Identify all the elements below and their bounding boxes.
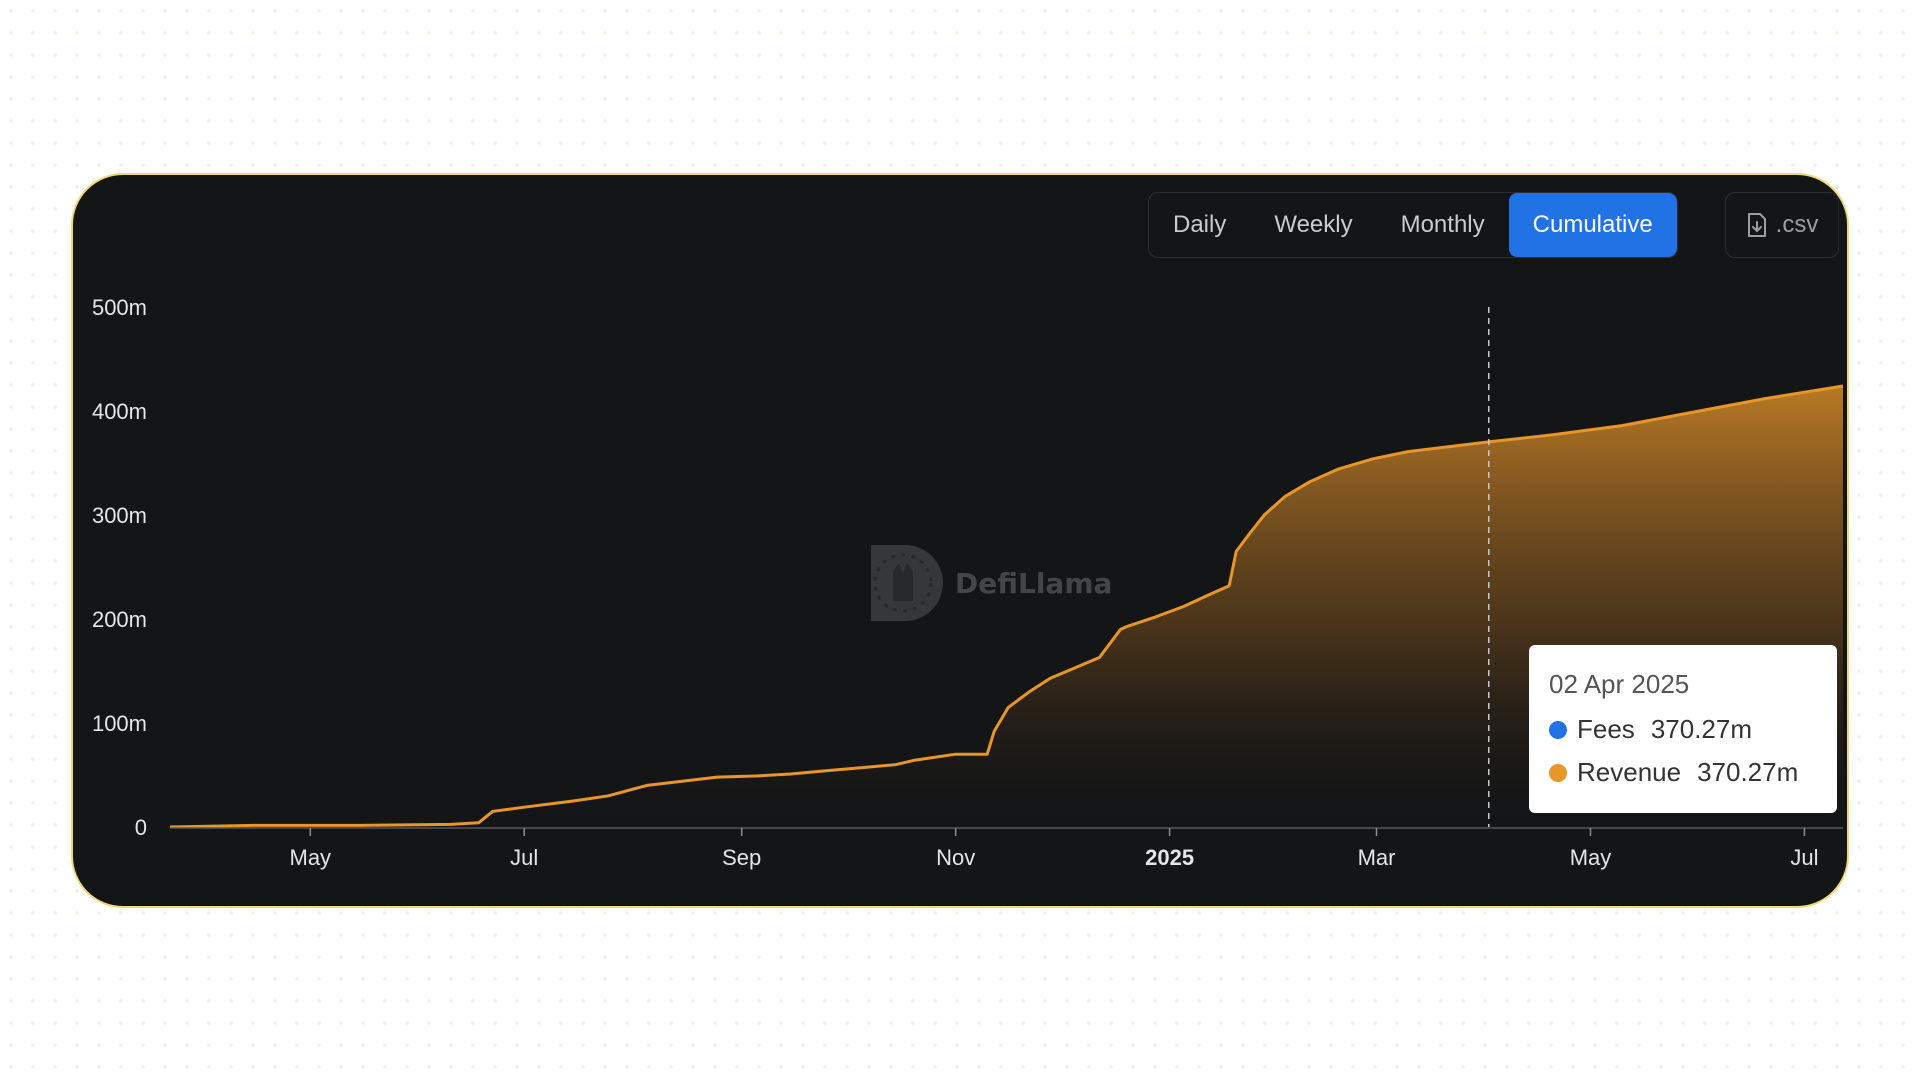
toggle-cumulative[interactable]: Cumulative [1508, 193, 1677, 257]
view-toggle-group: Daily Weekly Monthly Cumulative [1148, 192, 1678, 258]
revenue-area [170, 386, 1843, 827]
x-tick-label: May [290, 845, 332, 870]
chart-card: DefiLlama 0 100m 200m 300m 400m 500m May Jul Se… [71, 173, 1849, 908]
y-tick-label: 200m [92, 607, 147, 632]
y-tick-label: 500m [92, 295, 147, 320]
x-tick-label: Mar [1358, 845, 1396, 870]
tooltip-date: 02 Apr 2025 [1549, 669, 1690, 699]
watermark-text: DefiLlama [955, 567, 1112, 600]
y-tick-label: 100m [92, 711, 147, 736]
toggle-weekly[interactable]: Weekly [1274, 211, 1353, 238]
y-tick-label: 300m [92, 503, 147, 528]
tooltip-label: Fees [1577, 714, 1635, 744]
x-tick-label: Jul [510, 845, 538, 870]
revenue-legend-dot [1549, 763, 1567, 782]
revenue-line [169, 384, 1844, 829]
csv-download-button[interactable]: .csv [1725, 192, 1839, 258]
x-tick-label: 2025 [1145, 845, 1194, 870]
tooltip-value: 370.27m [1697, 757, 1799, 787]
fees-legend-dot [1549, 720, 1567, 739]
x-tick-label: Jul [1790, 845, 1818, 870]
plot-area [169, 307, 1844, 829]
y-tick-label: 400m [92, 399, 147, 424]
x-tick-label: Sep [722, 845, 761, 870]
y-tick-label: 0 [135, 815, 147, 840]
toggle-monthly[interactable]: Monthly [1400, 211, 1485, 238]
tooltip-row-fees: Fees 370.27m [1549, 714, 1837, 745]
x-tick-label: Nov [936, 845, 975, 870]
tooltip-label: Revenue [1577, 757, 1682, 787]
toggle-daily[interactable]: Daily [1173, 211, 1227, 238]
chart-tooltip: 02 Apr 2025 Fees 370.27m Revenue 370.27m [1529, 645, 1837, 813]
defillama-watermark: DefiLlama [871, 545, 1112, 621]
x-axis: May Jul Sep Nov 2025 Mar May Jul [170, 827, 1843, 870]
file-download-icon [1747, 213, 1766, 237]
tooltip-row-revenue: Revenue 370.27m [1549, 757, 1837, 788]
csv-label: .csv [1775, 211, 1819, 238]
chart-svg: DefiLlama 0 100m 200m 300m 400m 500m May Jul Se… [92, 295, 1844, 870]
tooltip-value: 370.27m [1650, 714, 1752, 744]
x-tick-label: May [1570, 845, 1612, 870]
y-axis: 0 100m 200m 300m 400m 500m [92, 295, 147, 840]
